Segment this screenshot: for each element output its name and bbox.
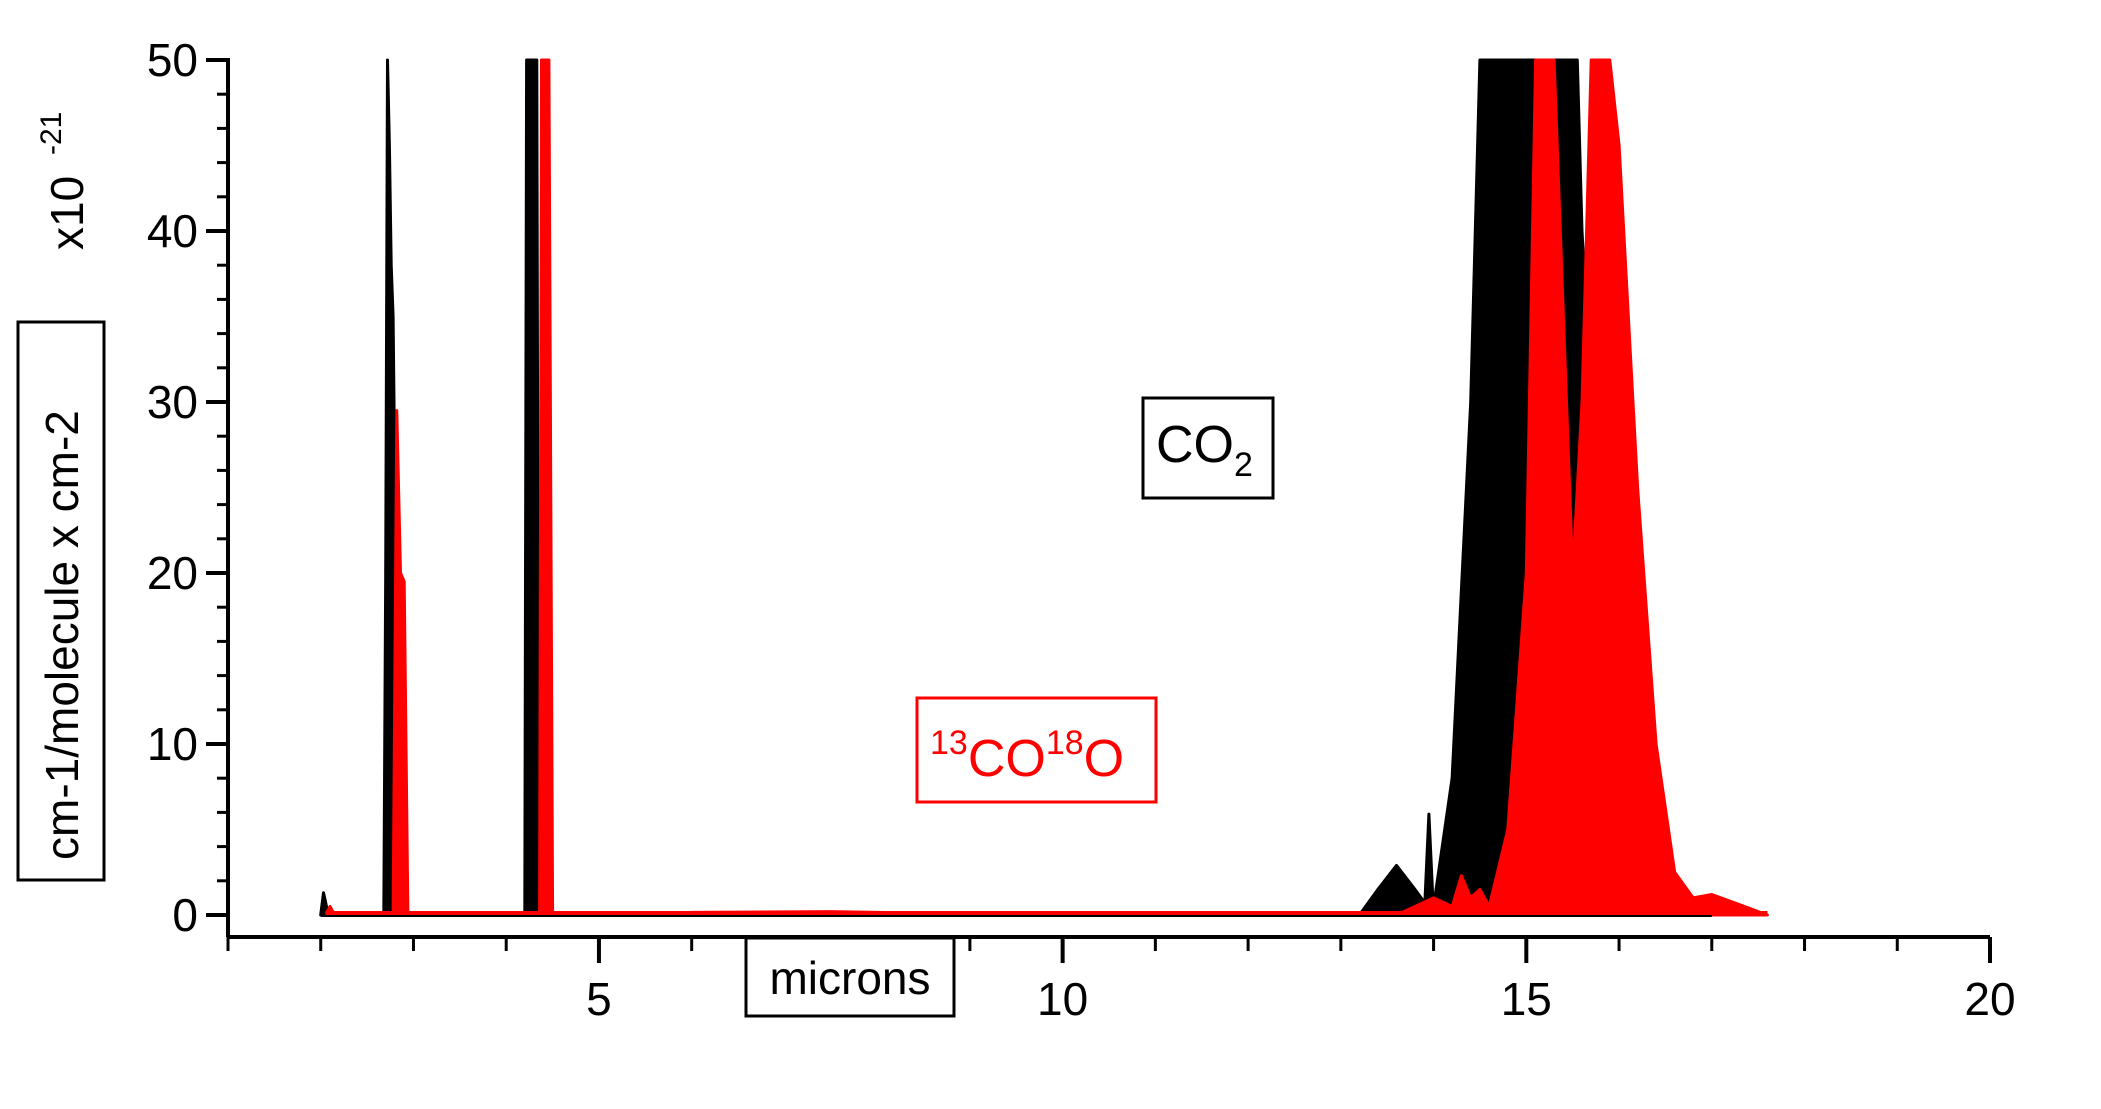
y-multiplier: x10 -21 — [35, 112, 93, 250]
y-axis-title-group: cm-1/molecule x cm-2 — [16, 320, 106, 882]
series-1-band-2 — [538, 58, 555, 917]
y-multiplier-prefix: x10 — [41, 176, 93, 250]
x-tick-label-0: 5 — [586, 973, 612, 1025]
x-axis-title-group: microns — [744, 936, 956, 1018]
x-tick-label-1: 10 — [1037, 973, 1088, 1025]
y-tick-label-2: 20 — [147, 547, 198, 599]
x-axis-title: microns — [769, 952, 930, 1004]
legend-co2: CO2 — [1141, 396, 1275, 500]
y-tick-label-5: 50 — [147, 34, 198, 86]
series-1-band-1 — [391, 409, 410, 917]
svg-text:13CO18O: 13CO18O — [930, 724, 1124, 788]
y-multiplier-exponent: -21 — [35, 112, 68, 155]
legend-13co18o-part-3: O — [1084, 730, 1124, 788]
x-tick-label-3: 20 — [1964, 973, 2015, 1025]
legend-13co18o-part-1: CO — [968, 730, 1046, 788]
x-tick-label-2: 15 — [1501, 973, 1552, 1025]
svg-text:CO2: CO2 — [1156, 416, 1253, 484]
series-layer — [319, 58, 1769, 917]
axes-layer: 0 10 20 30 40 50 5 10 15 20 — [147, 34, 2016, 1025]
series-1-band-4 — [1395, 58, 1769, 917]
legend-13co18o: 13CO18O — [915, 696, 1158, 804]
series-0-band-2 — [523, 58, 541, 917]
y-tick-label-3: 30 — [147, 376, 198, 428]
y-axis-title: cm-1/molecule x cm-2 — [36, 410, 88, 860]
legend-co2-part-0: CO — [1156, 416, 1234, 474]
legend-13co18o-part-2: 18 — [1046, 724, 1084, 762]
y-tick-label-4: 40 — [147, 205, 198, 257]
y-tick-label-0: 0 — [172, 889, 198, 941]
legend-13co18o-part-0: 13 — [930, 724, 968, 762]
y-tick-label-1: 10 — [147, 718, 198, 770]
legend-co2-part-1: 2 — [1234, 446, 1253, 484]
